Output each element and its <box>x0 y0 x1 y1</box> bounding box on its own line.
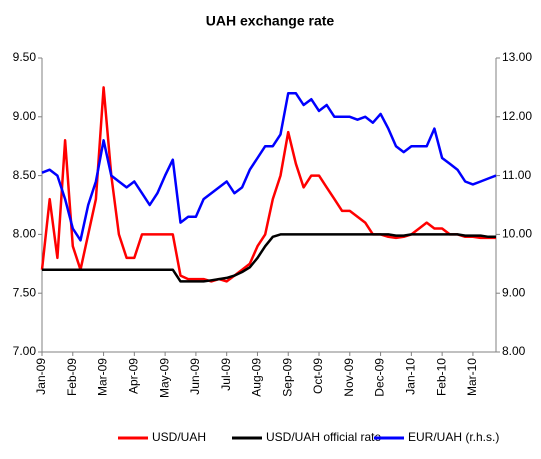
x-tick-label: Jan-10 <box>404 358 418 395</box>
series-line <box>42 233 496 283</box>
x-tick-label: Mar-10 <box>465 358 479 396</box>
x-tick-label: Mar-09 <box>96 358 110 396</box>
x-tick-label: Apr-09 <box>127 358 141 394</box>
x-tick-label: Jun-09 <box>188 358 202 395</box>
legend-label: USD/UAH official rate <box>266 430 381 444</box>
y-tick-label: 7.50 <box>13 285 37 299</box>
y2-tick-label: 13.00 <box>502 50 532 64</box>
x-tick-label: Dec-09 <box>373 358 387 397</box>
y2-tick-label: 11.00 <box>502 168 531 182</box>
y2-tick-label: 9.00 <box>502 285 526 299</box>
legend-label: USD/UAH <box>152 430 206 444</box>
x-tick-label: Sep-09 <box>280 358 294 397</box>
y2-tick-label: 12.00 <box>502 109 532 123</box>
x-tick-label: Feb-10 <box>434 358 448 396</box>
x-tick-label: May-09 <box>157 358 171 398</box>
series-line <box>40 86 496 283</box>
y-tick-label: 8.00 <box>13 227 37 241</box>
legend-label: EUR/UAH (r.h.s.) <box>408 430 499 444</box>
x-tick-label: Jan-09 <box>34 358 48 395</box>
chart-title: UAH exchange rate <box>206 13 335 29</box>
x-tick-label: Aug-09 <box>250 358 264 397</box>
x-tick-label: Oct-09 <box>311 358 325 394</box>
y-tick-label: 9.00 <box>13 109 37 123</box>
series-line <box>41 92 497 242</box>
x-tick-label: Jul-09 <box>219 358 233 391</box>
y2-tick-label: 10.00 <box>502 227 532 241</box>
y-tick-label: 8.50 <box>13 168 37 182</box>
y-tick-label: 7.00 <box>13 344 37 358</box>
y-tick-label: 9.50 <box>13 50 37 64</box>
x-tick-label: Feb-09 <box>65 358 79 396</box>
y2-tick-label: 8.00 <box>502 344 526 358</box>
x-tick-label: Nov-09 <box>342 358 356 397</box>
